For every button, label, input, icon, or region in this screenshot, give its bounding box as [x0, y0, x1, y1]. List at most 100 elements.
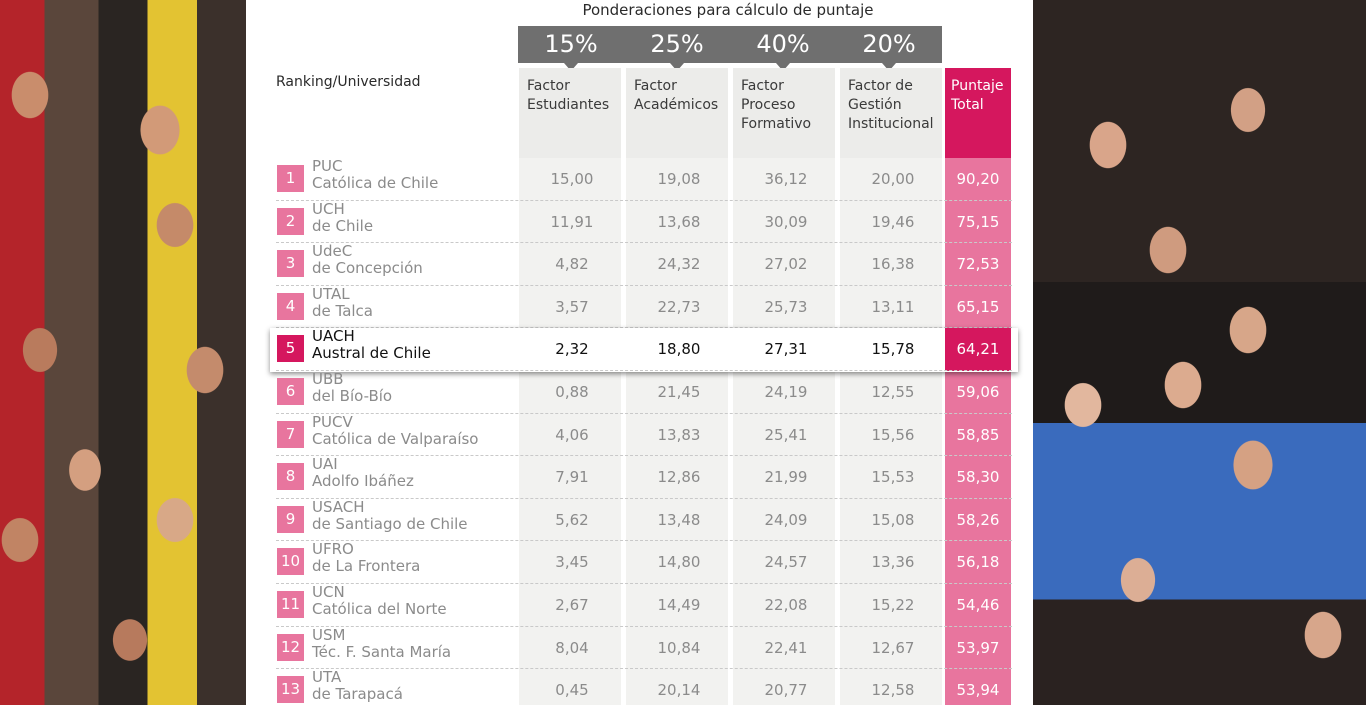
value-estudiantes: 15,00 [550, 170, 594, 188]
table-row: 9 USACH de Santiago de Chile 5,62 13,48 24,09… [276, 497, 1012, 542]
rank-badge: 3 [277, 250, 304, 278]
value-academicos: 10,84 [657, 638, 701, 657]
rank-badge: 7 [277, 420, 304, 448]
crowd-photo-right [1033, 0, 1366, 705]
arrow-down-icon [882, 63, 896, 71]
university-name: de Talca [312, 301, 373, 320]
table-row: 2 UCH de Chile 11,91 13,68 30,09 19,46 75,15 [276, 199, 1012, 244]
university-name: Austral de Chile [312, 344, 431, 363]
value-total: 58,85 [956, 425, 1000, 444]
arrow-down-icon [564, 63, 578, 71]
value-proceso: 22,41 [764, 638, 808, 657]
value-gestion: 15,08 [871, 510, 915, 529]
value-academicos: 14,80 [657, 553, 701, 572]
university-name: Adolfo Ibáñez [312, 472, 414, 491]
rank-badge: 4 [277, 292, 304, 320]
value-gestion: 13,11 [871, 297, 915, 316]
row-separator [276, 284, 1012, 286]
rank-badge: 1 [277, 165, 304, 192]
table-row: 7 PUCV Católica de Valparaíso 4,06 13,83 25,4… [276, 412, 1012, 457]
value-estudiantes: 0,88 [555, 383, 589, 401]
value-proceso: 25,41 [764, 425, 808, 444]
row-separator [276, 668, 1012, 670]
value-proceso: 20,77 [764, 681, 808, 700]
table-row: 5 UACH Austral de Chile 2,32 18,80 27,31 15,78… [270, 327, 1018, 373]
table-row: 1 PUC Católica de Chile 15,00 19,08 36,12 20,0… [276, 158, 1012, 201]
row-separator [276, 540, 1012, 542]
value-total: 72,53 [956, 255, 1000, 274]
value-estudiantes: 7,91 [555, 468, 589, 487]
value-estudiantes: 2,32 [555, 340, 589, 359]
value-total: 58,26 [956, 510, 1000, 529]
value-total: 53,97 [956, 638, 1000, 657]
value-academicos: 21,45 [657, 383, 701, 401]
university-abbr: USACH [312, 497, 365, 516]
value-proceso: 27,02 [764, 255, 808, 274]
value-gestion: 13,36 [871, 553, 915, 572]
value-proceso: 21,99 [764, 468, 808, 487]
university-abbr: UTAL [312, 284, 350, 303]
university-name: de Tarapacá [312, 685, 403, 704]
university-abbr: UBB [312, 370, 344, 388]
value-gestion: 15,78 [871, 340, 915, 359]
value-proceso: 25,73 [764, 297, 808, 316]
table-row: 3 UdeC de Concepción 4,82 24,32 27,02 16,38 72,… [276, 243, 1012, 286]
university-abbr: UFRO [312, 540, 354, 559]
value-total: 65,15 [956, 297, 1000, 316]
row-separator [276, 412, 1012, 414]
row-separator [276, 455, 1012, 457]
rank-badge: 12 [277, 633, 304, 661]
value-proceso: 24,19 [764, 383, 808, 401]
rank-badge: 10 [277, 548, 304, 576]
table-row: 12 USM Téc. F. Santa María 8,04 10,84 22,41 12… [276, 625, 1012, 670]
weight-proceso: 40% [730, 26, 836, 71]
value-gestion: 12,58 [871, 681, 915, 700]
value-academicos: 22,73 [657, 297, 701, 316]
university-abbr: USM [312, 625, 346, 644]
rank-badge: 13 [277, 676, 304, 704]
university-name: de La Frontera [312, 557, 421, 576]
rank-badge: 6 [277, 378, 304, 405]
column-header-estudiantes: Factor Estudiantes [519, 68, 621, 158]
value-total: 75,15 [956, 212, 1000, 231]
value-gestion: 12,55 [871, 383, 915, 401]
row-separator [276, 242, 1012, 244]
weights-bar [518, 26, 942, 63]
value-total: 58,30 [956, 468, 1000, 487]
column-header-academicos: Factor Académicos [626, 68, 728, 158]
value-gestion: 15,22 [871, 596, 915, 614]
table-row: 6 UBB del Bío-Bío 0,88 21,45 24,19 12,55 59,06 [276, 371, 1012, 414]
column-bg-proceso [733, 158, 835, 705]
rank-badge: 5 [277, 335, 304, 363]
university-abbr: UdeC [312, 242, 353, 261]
value-total: 56,18 [956, 553, 1000, 572]
row-separator [276, 369, 1012, 371]
ranking-table-panel: Ponderaciones para cálculo de puntaje 15… [246, 0, 1033, 705]
value-academicos: 20,14 [657, 681, 701, 700]
value-total: 64,21 [956, 340, 1000, 359]
value-gestion: 12,67 [871, 638, 915, 657]
value-academicos: 19,08 [657, 170, 701, 188]
weights-title: Ponderaciones para cálculo de puntaje [582, 1, 874, 19]
value-proceso: 27,31 [764, 340, 808, 359]
university-abbr: UCH [312, 199, 345, 218]
weight-academicos: 25% [624, 26, 730, 71]
rank-badge: 11 [277, 591, 304, 618]
table-row: 8 UAI Adolfo Ibáñez 7,91 12,86 21,99 15,53 58,3… [276, 456, 1012, 499]
university-abbr: UAI [312, 455, 338, 474]
column-header-total: Puntaje Total [945, 68, 1011, 158]
university-abbr: UTA [312, 668, 342, 687]
value-estudiantes: 8,04 [555, 638, 589, 657]
column-header-gestion: Factor de Gestión Institucional [840, 68, 942, 158]
university-abbr: PUCV [312, 412, 353, 431]
rank-badge: 9 [277, 505, 304, 533]
value-estudiantes: 5,62 [555, 510, 589, 529]
arrow-down-icon [776, 63, 790, 71]
row-separator [276, 582, 1012, 584]
table-row: 10 UFRO de La Frontera 3,45 14,80 24,57 13,36 5… [276, 541, 1012, 584]
university-abbr: UACH [312, 327, 355, 346]
highlight-band [270, 328, 1018, 373]
column-bg-gestion [840, 158, 942, 705]
column-header-proceso: Factor Proceso Formativo [733, 68, 835, 158]
value-total: 53,94 [956, 681, 1000, 700]
